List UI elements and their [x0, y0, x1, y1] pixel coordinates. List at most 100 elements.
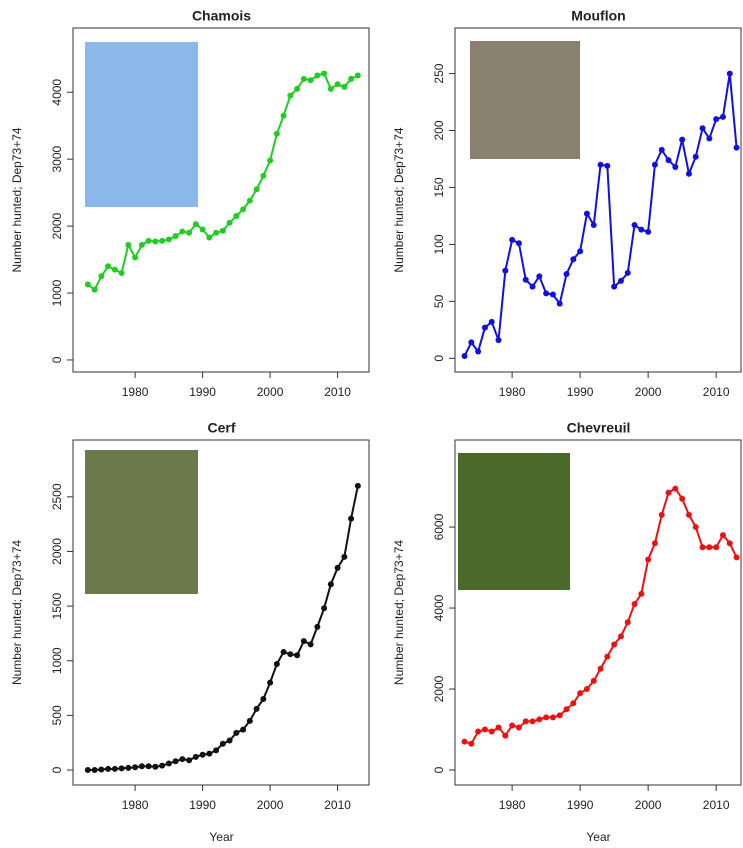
data-point	[186, 229, 193, 236]
data-point	[91, 286, 98, 293]
y-axis-label: Number hunted; Dep73+74	[392, 540, 406, 685]
data-point	[733, 144, 740, 151]
data-point	[713, 544, 720, 551]
data-point	[354, 482, 361, 489]
data-point	[502, 732, 509, 739]
y-axis-label: Number hunted; Dep73+74	[10, 127, 24, 272]
x-tick-label: 1990	[567, 385, 594, 399]
data-point	[246, 717, 253, 724]
data-point	[556, 300, 563, 307]
data-point	[192, 221, 199, 228]
x-tick-label: 2000	[257, 798, 284, 812]
x-tick-label: 2000	[635, 798, 662, 812]
data-point	[159, 762, 166, 769]
data-point	[631, 600, 638, 607]
data-point	[172, 233, 179, 240]
data-point	[733, 554, 740, 561]
data-point	[461, 738, 468, 745]
data-point	[165, 236, 172, 243]
data-point	[327, 85, 334, 92]
y-tick-label: 250	[432, 63, 446, 83]
data-point	[529, 283, 536, 290]
plot-box	[454, 27, 742, 373]
data-point	[475, 348, 482, 355]
data-point	[233, 729, 240, 736]
data-point	[570, 256, 577, 263]
photo	[85, 42, 198, 207]
data-point	[726, 540, 733, 547]
data-point	[563, 706, 570, 713]
data-point	[685, 511, 692, 518]
data-point	[321, 605, 328, 612]
x-axis-label: Year	[209, 830, 233, 844]
data-point	[159, 237, 166, 244]
data-point	[509, 236, 516, 243]
data-point	[307, 641, 314, 648]
data-point	[192, 753, 199, 760]
data-point	[536, 273, 543, 280]
data-point	[651, 540, 658, 547]
data-point	[679, 495, 686, 502]
data-point	[132, 764, 139, 771]
data-point	[583, 210, 590, 217]
data-point	[617, 277, 624, 284]
data-point	[287, 651, 294, 658]
data-point	[570, 700, 577, 707]
x-tick-label: 1980	[122, 798, 149, 812]
x-tick-label: 1980	[499, 798, 526, 812]
data-point	[138, 763, 145, 770]
data-point	[260, 172, 267, 179]
y-tick-label: 50	[432, 294, 446, 308]
data-point	[294, 652, 301, 659]
chart-title: Mouflon	[571, 8, 625, 24]
data-point	[556, 712, 563, 719]
data-point	[461, 353, 468, 360]
x-tick-label: 2010	[703, 798, 730, 812]
data-point	[111, 266, 118, 273]
y-tick-label: 2500	[50, 483, 64, 510]
data-point	[590, 677, 597, 684]
data-point	[658, 146, 665, 153]
data-point	[672, 163, 679, 170]
y-tick-label: 6000	[432, 513, 446, 540]
data-point	[152, 238, 159, 245]
x-tick-label: 1980	[122, 385, 149, 399]
y-tick-label: 0	[50, 356, 64, 363]
data-point	[543, 290, 550, 297]
data-point	[206, 750, 213, 757]
data-point	[651, 161, 658, 168]
data-point	[719, 532, 726, 539]
data-point	[206, 234, 213, 241]
x-tick-label: 1990	[567, 798, 594, 812]
plot-box	[72, 27, 370, 373]
data-point	[267, 679, 274, 686]
data-point	[543, 714, 550, 721]
data-point	[105, 263, 112, 270]
data-point	[253, 186, 260, 193]
data-point	[672, 485, 679, 492]
data-point	[246, 197, 253, 204]
data-point	[287, 92, 294, 99]
data-point	[240, 206, 247, 213]
data-point	[583, 686, 590, 693]
y-tick-label: 1000	[50, 647, 64, 674]
data-point	[638, 590, 645, 597]
data-point	[638, 226, 645, 233]
y-tick-label: 0	[432, 355, 446, 362]
y-tick-label: 2000	[50, 212, 64, 239]
data-point	[624, 269, 631, 276]
data-point	[179, 756, 186, 763]
data-point	[631, 222, 638, 229]
y-tick-label: 3000	[50, 146, 64, 173]
data-point	[502, 267, 509, 274]
data-point	[468, 339, 475, 346]
data-point	[125, 764, 132, 771]
photo	[470, 41, 580, 159]
data-point	[125, 241, 132, 248]
data-point	[84, 767, 91, 774]
data-point	[91, 767, 98, 774]
y-tick-label: 4000	[50, 79, 64, 106]
data-point	[719, 113, 726, 120]
data-point	[233, 213, 240, 220]
